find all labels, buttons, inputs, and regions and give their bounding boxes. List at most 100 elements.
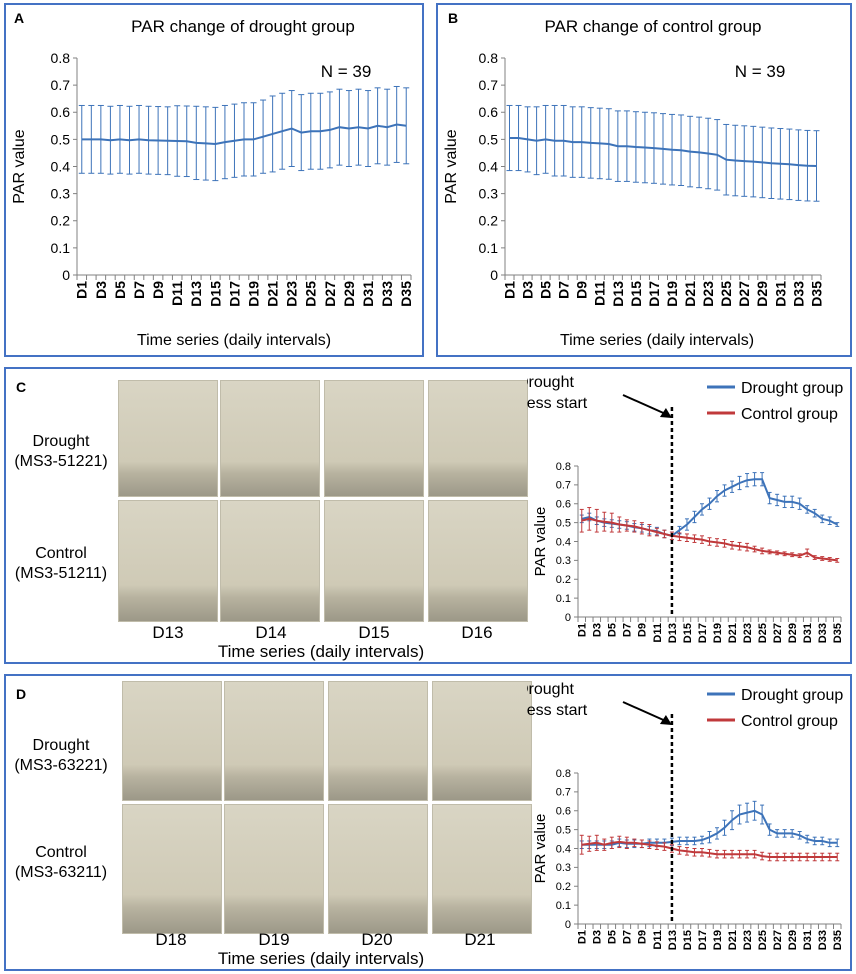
y-tick-label: 0: [490, 267, 498, 283]
stress-start-label: stress start: [527, 702, 588, 719]
x-tick-label: D31: [802, 930, 814, 950]
x-tick-label: D33: [817, 623, 829, 643]
time-series-label: Time series (daily intervals): [217, 949, 425, 968]
x-tick-label: D11: [592, 281, 608, 306]
panel-label: D: [16, 686, 27, 702]
x-tick-label: D5: [112, 281, 128, 299]
x-tick-label: D7: [131, 281, 147, 299]
panel-c: C Drought (MS3-51221) Control (MS3-51211…: [4, 367, 852, 664]
x-tick-label: D7: [622, 930, 634, 944]
control-row-label: Control (MS3-63211): [6, 843, 116, 883]
x-tick-label: D17: [697, 930, 709, 950]
series-line: [581, 517, 838, 562]
x-tick-label: D27: [772, 623, 784, 643]
x-tick-label: D15: [207, 281, 223, 307]
y-tick-label: 0: [62, 267, 70, 283]
chart-title: PAR change of control group: [544, 17, 761, 36]
legend-label: Control group: [741, 713, 838, 730]
plant-photo: [324, 500, 424, 622]
row-label-line: Control: [35, 545, 87, 562]
day-label: D16: [461, 623, 493, 642]
control-row-label: Control (MS3-51211): [6, 544, 116, 584]
plant-photo: [118, 500, 218, 622]
x-axis-label: Time series (daily intervals): [560, 332, 754, 349]
day-label: D18: [155, 930, 187, 949]
row-label-line: Control: [35, 844, 87, 861]
x-tick-label: D33: [817, 930, 829, 950]
stress-start-label: stress start: [527, 395, 588, 412]
y-axis-label: PAR value: [532, 507, 549, 577]
row-label-line: Drought: [32, 433, 90, 450]
legend-label: Drought group: [741, 380, 843, 397]
drought-row-label: Drought (MS3-51221): [6, 432, 116, 472]
x-tick-label: D3: [592, 623, 604, 637]
y-tick-label: 0.3: [51, 186, 71, 202]
y-tick-label: 0.7: [51, 77, 71, 93]
legend-label: Drought group: [741, 687, 843, 704]
y-tick-label: 0.1: [556, 593, 571, 605]
day-label: D13: [152, 623, 184, 642]
y-tick-label: 0.4: [479, 158, 499, 174]
x-tick-label: D27: [772, 930, 784, 950]
y-tick-label: 0: [565, 612, 571, 624]
y-tick-label: 0.2: [479, 213, 499, 229]
stress-start-arrowhead: [659, 408, 672, 418]
x-tick-label: D11: [652, 930, 664, 950]
plant-photo: [432, 681, 532, 801]
x-tick-label: D29: [787, 930, 799, 950]
x-tick-label: D11: [169, 281, 185, 306]
x-tick-label: D29: [787, 623, 799, 643]
y-tick-label: 0.4: [556, 843, 571, 855]
x-tick-label: D27: [736, 281, 752, 307]
stress-start-label: Drought: [527, 681, 574, 698]
y-tick-label: 0.5: [556, 517, 571, 529]
y-tick-label: 0.3: [479, 186, 499, 202]
y-tick-label: 0.1: [51, 240, 71, 256]
x-tick-label: D17: [646, 281, 662, 307]
x-tick-label: D1: [577, 930, 589, 944]
x-tick-label: D25: [718, 281, 734, 307]
x-tick-label: D3: [592, 930, 604, 944]
plant-photo: [220, 500, 320, 622]
plant-photo: [328, 804, 428, 934]
stress-start-arrow: [622, 394, 669, 416]
plant-photo: [224, 804, 324, 934]
x-tick-label: D9: [574, 281, 590, 299]
x-tick-label: D19: [245, 281, 261, 307]
y-tick-label: 0.4: [51, 158, 71, 174]
x-tick-label: D7: [556, 281, 572, 299]
x-tick-label: D35: [808, 281, 824, 307]
x-tick-label: D9: [150, 281, 166, 299]
y-tick-label: 0.8: [556, 461, 571, 473]
day-label: D21: [464, 930, 496, 949]
y-axis-label: PAR value: [11, 129, 28, 204]
y-tick-label: 0.6: [479, 104, 499, 120]
y-tick-label: 0.2: [556, 574, 571, 586]
row-label-line: Drought: [32, 737, 90, 754]
x-tick-label: D5: [607, 930, 619, 944]
x-tick-label: D13: [667, 623, 679, 643]
x-tick-label: D1: [577, 623, 589, 637]
plant-photo: [428, 380, 528, 497]
x-tick-label: D3: [93, 281, 109, 299]
x-tick-label: D23: [742, 623, 754, 643]
y-tick-label: 0.2: [51, 213, 71, 229]
x-tick-label: D21: [727, 930, 739, 950]
x-axis-label: Time series (daily intervals): [137, 332, 331, 349]
plant-photo: [118, 380, 218, 497]
x-tick-label: D31: [360, 281, 376, 307]
n-annotation: N = 39: [735, 62, 786, 81]
y-tick-label: 0.5: [556, 824, 571, 836]
day-label: D14: [255, 623, 287, 642]
x-tick-label: D15: [682, 623, 694, 643]
x-tick-label: D31: [772, 281, 788, 307]
stress-start-arrow: [622, 701, 669, 723]
x-tick-label: D25: [757, 930, 769, 950]
x-tick-label: D13: [667, 930, 679, 950]
y-tick-label: 0.3: [556, 862, 571, 874]
panel-a: A PAR change of drought group N = 39 0 0.1 0…: [4, 3, 424, 357]
y-tick-label: 0.8: [479, 50, 499, 66]
drought-row-label: Drought (MS3-63221): [6, 736, 116, 776]
y-tick-label: 0.6: [556, 499, 571, 511]
x-tick-label: D17: [697, 623, 709, 643]
